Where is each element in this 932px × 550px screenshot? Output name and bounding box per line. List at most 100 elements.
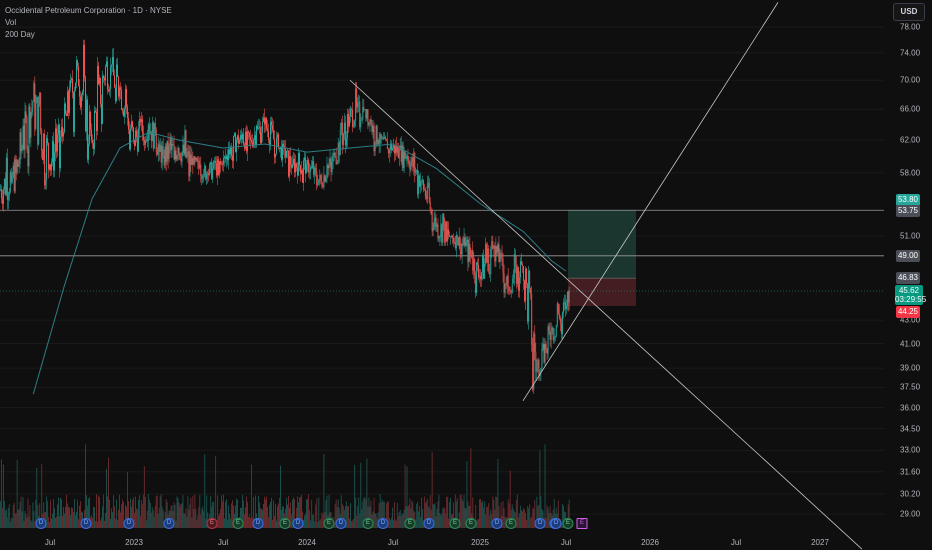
- candle: [111, 64, 112, 67]
- earnings-event-icon[interactable]: E: [505, 518, 517, 529]
- dividend-event-icon[interactable]: D: [80, 518, 92, 529]
- earnings-event-icon[interactable]: E: [279, 518, 291, 529]
- candle: [475, 275, 477, 293]
- profit-zone: [568, 209, 636, 279]
- candle: [68, 91, 69, 113]
- dividend-event-icon[interactable]: D: [292, 518, 304, 529]
- volume-bar: [342, 506, 344, 528]
- dividend-event-icon[interactable]: D: [377, 518, 389, 529]
- volume-bar: [114, 506, 115, 528]
- volume-bar: [355, 497, 357, 528]
- candle: [98, 66, 99, 85]
- candle: [277, 134, 278, 138]
- candle: [321, 181, 323, 186]
- dividend-event-icon[interactable]: D: [123, 518, 135, 529]
- volume-bar: [41, 463, 43, 528]
- candle: [560, 323, 562, 334]
- volume-bar: [92, 518, 93, 528]
- candle: [145, 139, 147, 141]
- volume-bar: [22, 497, 24, 528]
- volume-bar: [357, 505, 359, 528]
- earnings-event-icon[interactable]: E: [323, 518, 335, 529]
- candle: [515, 265, 517, 284]
- candle: [562, 302, 564, 313]
- volume-bar: [194, 494, 196, 528]
- volume-bar: [108, 457, 109, 528]
- volume-bar: [538, 505, 540, 528]
- volume-bar: [291, 514, 292, 528]
- volume-bar: [17, 509, 19, 528]
- earnings-event-icon[interactable]: E: [465, 518, 477, 529]
- time-axis[interactable]: Jul 2023 Jul 2024 Jul 2025 Jul 2026 Jul 2027: [0, 536, 884, 550]
- dividend-event-icon[interactable]: D: [252, 518, 264, 529]
- candle: [291, 164, 292, 168]
- dividend-event-icon[interactable]: D: [534, 518, 546, 529]
- earnings-event-icon[interactable]: E: [232, 518, 244, 529]
- candle: [334, 153, 336, 157]
- candle: [95, 110, 96, 113]
- candle: [58, 124, 59, 135]
- dividend-event-icon[interactable]: D: [35, 518, 47, 529]
- dividend-event-icon[interactable]: D: [550, 518, 562, 529]
- candle: [269, 139, 270, 145]
- candle: [51, 162, 52, 171]
- candle: [104, 78, 105, 81]
- volume-bar: [489, 515, 491, 528]
- candle: [126, 88, 127, 107]
- volume-bar: [321, 512, 323, 528]
- candle: [10, 172, 12, 183]
- candle: [108, 89, 109, 92]
- dividend-event-icon[interactable]: D: [163, 518, 175, 529]
- candle: [250, 136, 251, 140]
- dividend-event-icon[interactable]: D: [491, 518, 503, 529]
- earnings-event-icon[interactable]: E: [562, 518, 574, 529]
- candle: [50, 164, 51, 171]
- volume-bar: [143, 466, 145, 528]
- candle: [521, 264, 523, 266]
- earnings-event-icon[interactable]: E: [362, 518, 374, 529]
- candle: [443, 213, 445, 224]
- volume-bar: [490, 509, 492, 528]
- earnings-event-icon[interactable]: E: [576, 518, 588, 529]
- volume-bar: [517, 517, 519, 528]
- candle: [381, 137, 383, 139]
- earnings-event-icon[interactable]: E: [206, 518, 218, 529]
- dividend-event-icon[interactable]: D: [335, 518, 347, 529]
- candle: [450, 236, 452, 237]
- volume-bar: [148, 499, 150, 528]
- volume-bar: [493, 500, 495, 528]
- volume-bar: [555, 507, 557, 528]
- candle: [424, 189, 426, 197]
- candle: [389, 143, 391, 150]
- candle: [136, 136, 138, 152]
- candle: [5, 157, 7, 195]
- candle: [165, 146, 167, 162]
- volume-bar: [568, 499, 570, 528]
- volume-bar: [353, 518, 355, 528]
- candle: [3, 178, 5, 190]
- volume-bar: [109, 499, 110, 528]
- volume-bar: [189, 504, 191, 528]
- volume-bar: [529, 504, 531, 528]
- candle: [15, 159, 17, 173]
- earnings-event-icon[interactable]: E: [404, 518, 416, 529]
- dividend-event-icon[interactable]: D: [423, 518, 435, 529]
- candle: [9, 172, 11, 193]
- volume-bar: [496, 497, 498, 528]
- candle: [364, 109, 366, 111]
- volume-bar: [74, 498, 75, 528]
- volume-bar: [416, 503, 418, 528]
- volume-bar: [33, 511, 35, 528]
- volume-bar: [35, 499, 37, 528]
- currency-button[interactable]: USD: [893, 3, 925, 21]
- candle: [513, 254, 515, 279]
- price-axis[interactable]: 78.00 74.00 70.00 66.00 62.00 58.00 51.00 43.00…: [884, 0, 932, 550]
- candle: [23, 125, 25, 150]
- earnings-event-icon[interactable]: E: [449, 518, 461, 529]
- volume-bar: [47, 501, 49, 528]
- volume-bar: [250, 517, 251, 528]
- volume-bar: [562, 506, 564, 528]
- candle: [454, 242, 456, 249]
- candle: [347, 113, 349, 127]
